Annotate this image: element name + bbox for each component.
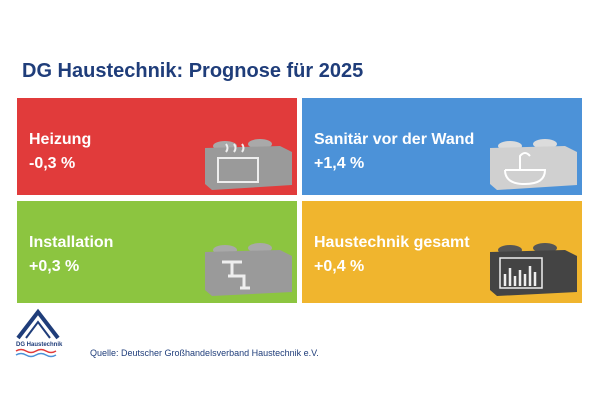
logo: DG Haustechnik	[15, 308, 63, 358]
source: Quelle: Deutscher Großhandelsverband Hau…	[90, 348, 319, 358]
tile-label: Heizung	[29, 131, 91, 148]
tile-label: Haustechnik gesamt	[314, 234, 470, 251]
tile-value: -0,3 %	[29, 155, 75, 172]
title: DG Haustechnik: Prognose für 2025	[22, 60, 363, 82]
tile-value: +0,3 %	[29, 258, 79, 275]
brick	[490, 243, 577, 296]
tile-value: +1,4 %	[314, 155, 364, 172]
brick	[205, 243, 292, 296]
tile-value: +0,4 %	[314, 258, 364, 275]
tile-label: Sanitär vor der Wand	[314, 131, 474, 148]
logo-text: DG Haustechnik	[16, 342, 63, 348]
brick	[205, 139, 292, 190]
brick	[490, 139, 577, 190]
tile-label: Installation	[29, 234, 113, 251]
